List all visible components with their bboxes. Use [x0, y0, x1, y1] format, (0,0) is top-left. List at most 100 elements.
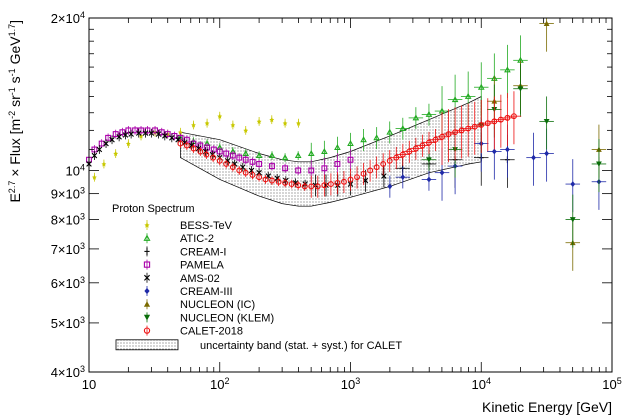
data-point [314, 183, 321, 190]
data-point [543, 118, 550, 125]
legend-label: BESS-TeV [180, 220, 233, 232]
data-point [269, 177, 275, 184]
legend-item: AMS-02 [144, 272, 220, 285]
data-point [321, 147, 328, 154]
data-point [381, 173, 387, 179]
data-point [295, 182, 302, 189]
data-point [282, 179, 289, 186]
data-point [269, 163, 275, 170]
y-axis-title: E2.7 × Flux [m-2 sr-1 s-1 GeV1.7] [7, 20, 23, 203]
y-tick-label: 5×103 [51, 315, 85, 331]
data-point [294, 152, 302, 159]
data-point [347, 156, 354, 163]
data-point [229, 152, 236, 159]
data-point [103, 140, 109, 147]
data-point [204, 120, 210, 126]
data-point [210, 154, 217, 161]
data-point [282, 120, 288, 126]
legend-marker [143, 327, 151, 334]
data-point [162, 133, 168, 139]
y-tick-label: 6×103 [51, 275, 85, 291]
legend-item: CREAM-III [144, 286, 233, 298]
legend-item: uncertainty band (stat. + syst.) for CAL… [115, 339, 402, 352]
data-point [203, 151, 210, 158]
x-tick-label: 104 [472, 376, 491, 392]
data-point [236, 167, 243, 174]
data-point [191, 122, 196, 128]
data-point [135, 130, 142, 136]
y-tick-label: 7×103 [51, 241, 85, 257]
legend-item: NUCLEON (IC) [143, 299, 255, 311]
x-tick-label: 103 [341, 376, 360, 392]
data-point [177, 140, 184, 147]
data-point [464, 92, 472, 99]
data-point [301, 183, 308, 190]
data-point [386, 128, 394, 135]
data-point [155, 131, 162, 137]
data-point [596, 161, 602, 167]
data-point [406, 148, 413, 155]
data-point [152, 127, 158, 134]
data-point [269, 116, 275, 123]
data-point [216, 157, 223, 164]
data-point [458, 127, 465, 134]
data-point [452, 129, 459, 136]
legend-marker [143, 234, 151, 241]
data-point [113, 150, 119, 157]
data-point [288, 181, 295, 188]
data-point [229, 164, 236, 171]
data-point [132, 127, 138, 134]
legend-label: AMS-02 [180, 273, 220, 285]
data-point [308, 183, 315, 190]
series-calet-2018 [177, 91, 522, 198]
legend-item: CREAM-I [144, 246, 226, 258]
data-point [399, 124, 407, 132]
data-point [142, 130, 149, 136]
data-point [399, 151, 406, 158]
legend-label: uncertainty band (stat. + syst.) for CAL… [200, 340, 402, 352]
data-point [268, 152, 276, 159]
data-point [471, 123, 478, 130]
data-point [98, 140, 105, 147]
x-tick-label: 10 [82, 377, 96, 392]
data-point [282, 165, 289, 172]
data-point [255, 152, 263, 159]
data-point [321, 182, 328, 189]
legend-label: PAMELA [180, 260, 224, 272]
data-point [116, 134, 122, 140]
data-point [425, 110, 433, 117]
data-point [360, 170, 367, 177]
data-point [249, 171, 256, 178]
data-point [477, 83, 485, 90]
data-point [432, 136, 439, 143]
data-point [491, 148, 497, 155]
data-point [138, 133, 144, 139]
data-point [119, 129, 126, 136]
data-point [386, 157, 393, 164]
data-point [531, 154, 536, 161]
data-point [439, 169, 445, 176]
legend-item: NUCLEON (KLEM) [143, 312, 274, 324]
data-point [321, 165, 328, 172]
data-point [387, 183, 393, 190]
legend-label: NUCLEON (KLEM) [180, 312, 274, 324]
data-point [360, 136, 367, 143]
data-point [412, 114, 420, 121]
data-point [101, 161, 107, 167]
data-point [296, 120, 301, 126]
data-point [236, 154, 243, 161]
data-point [256, 161, 263, 167]
data-point [148, 130, 155, 136]
data-point [295, 167, 302, 174]
legend-label: CALET-2018 [180, 326, 243, 338]
data-point [570, 181, 576, 187]
data-point [256, 169, 262, 176]
x-tick-label: 105 [602, 376, 621, 392]
data-point [308, 167, 315, 174]
data-point [439, 133, 445, 140]
data-point [426, 157, 432, 163]
legend-item: BESS-TeV [144, 220, 233, 232]
data-point [380, 161, 387, 167]
